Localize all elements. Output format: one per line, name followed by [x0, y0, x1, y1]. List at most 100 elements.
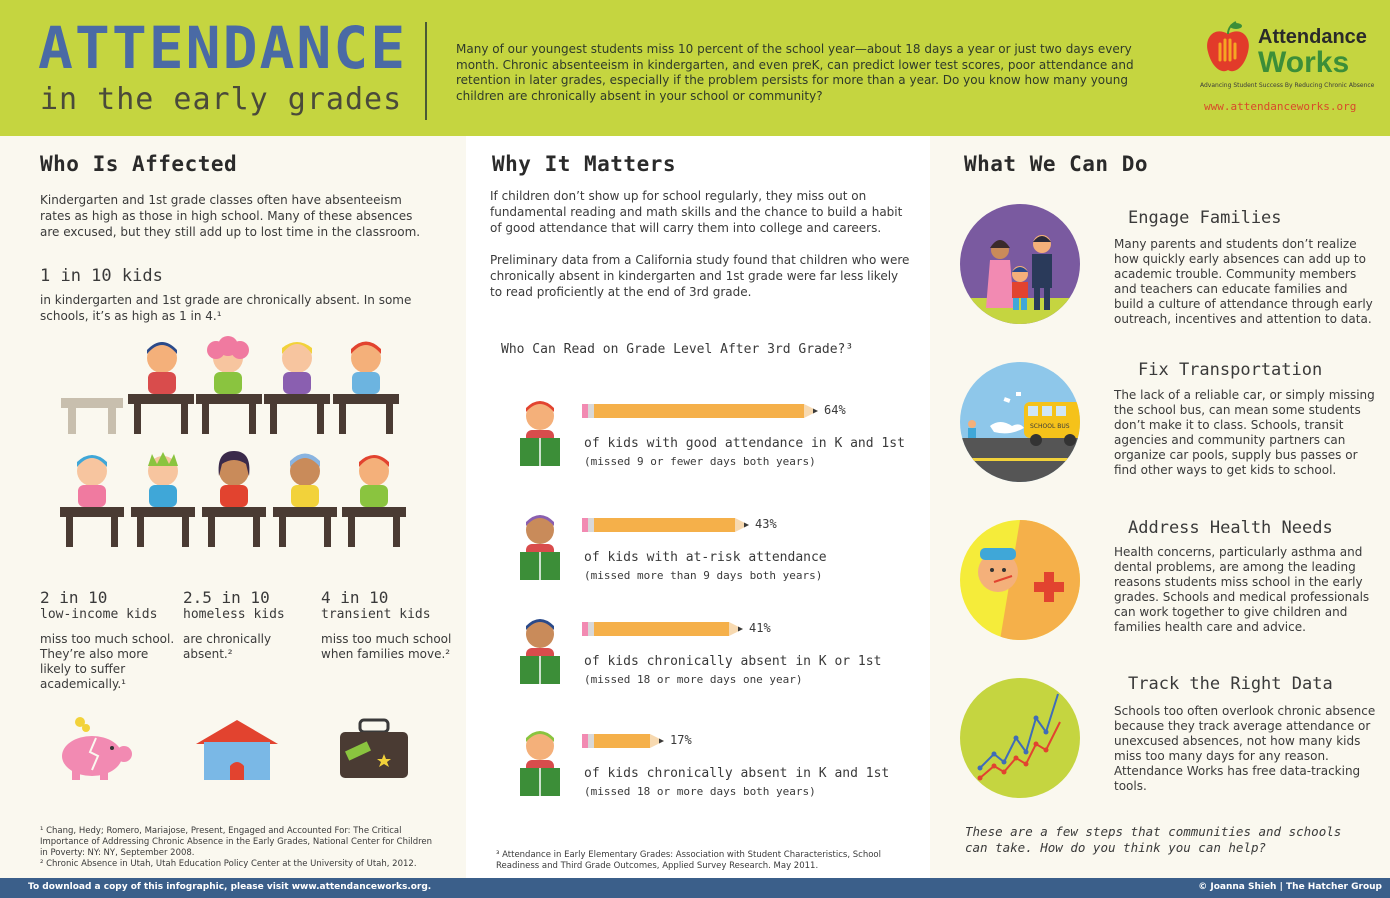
pencil-eraser [582, 518, 588, 532]
bar-category-sublabel: (missed 18 or more days one year) [584, 673, 803, 686]
reading-child-icon [520, 515, 560, 580]
student-icon [273, 453, 337, 547]
footnote-3: ³ Attendance in Early Elementary Grades:… [496, 850, 881, 871]
bus-label: SCHOOL BUS [1030, 423, 1070, 430]
logo-text-attendance: Attendance [1258, 26, 1367, 48]
reading-child-icon [520, 619, 560, 684]
bar-category-label: of kids chronically absent in K and 1st [584, 766, 890, 781]
engage-families-illustration [960, 204, 1080, 324]
stat-label: transient kids [321, 607, 431, 622]
student-icon [333, 341, 399, 434]
footer-download-text[interactable]: To download a copy of this infographic, … [28, 882, 432, 892]
chart-row: 64% of kids with good attendance in K and… [516, 398, 916, 498]
pencil-bar [582, 622, 743, 636]
pencil-eraser [582, 622, 588, 636]
section-heading-actions: What We Can Do [964, 152, 1149, 176]
bar-value-label: 17% [670, 733, 692, 747]
reading-child-icon [520, 401, 560, 466]
action-title: Engage Families [1128, 208, 1282, 228]
bar-category-label: of kids with good attendance in K and 1s… [584, 436, 905, 451]
pencil-bar [582, 404, 818, 418]
empty-desk-icon [61, 398, 123, 434]
stat-label: homeless kids [183, 607, 285, 622]
page-subtitle: in the early grades [40, 82, 403, 117]
action-title: Track the Right Data [1128, 674, 1333, 694]
stat-number: 2.5 in 10 [183, 588, 270, 607]
action-desc: Schools too often overlook chronic absen… [1114, 704, 1376, 793]
apple-hand-icon [1207, 21, 1249, 72]
bar-value-label: 64% [824, 403, 846, 417]
chart-row: 43% of kids with at-risk attendance (misse… [516, 512, 916, 612]
pencil-eraser [582, 404, 588, 418]
student-icon [202, 451, 266, 547]
bar-value-label: 41% [749, 621, 771, 635]
footnote-1: ¹ Chang, Hedy; Romero, Mariajose, Presen… [40, 826, 433, 858]
stat-transient: 4 in 10 transient kids miss too much sch… [321, 588, 456, 662]
stat-label: low-income kids [40, 607, 158, 622]
stat-desc: miss too much school when families move.… [321, 632, 452, 661]
action-title: Fix Transportation [1138, 360, 1323, 380]
stat-homeless: 2.5 in 10 homeless kids are chronically … [183, 588, 318, 662]
action-desc: Many parents and students don’t realize … [1114, 237, 1373, 326]
closing-text: These are a few steps that communities a… [965, 824, 1342, 855]
logo-text-works: Works [1258, 46, 1350, 79]
page-title: ATTENDANCE [38, 14, 408, 82]
matters-paragraph-1: If children don’t show up for school reg… [490, 189, 903, 235]
stat-one-in-ten-desc: in kindergarten and 1st grade are chroni… [40, 293, 412, 323]
stat-one-in-ten: 1 in 10 kids [40, 266, 163, 286]
matters-paragraph-2: Preliminary data from a California study… [490, 253, 910, 299]
affected-intro: Kindergarten and 1st grade classes often… [40, 193, 421, 239]
bar-value [594, 622, 729, 636]
sick-child-icon [978, 520, 1080, 640]
footnote-2: ² Chronic Absence in Utah, Utah Educatio… [40, 859, 417, 869]
who-is-affected-section: Who Is Affected Kindergarten and 1st gra… [0, 136, 466, 878]
suitcase-icon [340, 718, 408, 778]
classroom-kids-illustration [60, 336, 406, 547]
chart-title: Who Can Read on Grade Level After 3rd Gr… [501, 342, 854, 357]
bar-category-sublabel: (missed 9 or fewer days both years) [584, 455, 816, 468]
pencil-bar [582, 734, 664, 748]
stat-number: 2 in 10 [40, 588, 108, 607]
bar-value [594, 734, 650, 748]
reading-child-icon [520, 731, 560, 796]
bar-category-sublabel: (missed 18 or more days both years) [584, 785, 816, 798]
data-illustration [960, 678, 1080, 798]
section-heading-matters: Why It Matters [492, 152, 677, 176]
footer-credit: © Joanna Shieh | The Hatcher Group [1198, 882, 1382, 892]
bar-value [594, 518, 735, 532]
what-we-can-do-section: What We Can Do Engage Families Many pare… [930, 136, 1390, 878]
student-icon [264, 342, 330, 434]
school-bus-icon: SCHOOL BUS [1024, 402, 1080, 446]
student-icon [131, 452, 195, 547]
action-title: Address Health Needs [1128, 518, 1333, 538]
action-desc: Health concerns, particularly asthma and… [1114, 545, 1370, 634]
pencil-bar [582, 518, 749, 532]
header-divider [425, 22, 427, 120]
bar-category-label: of kids chronically absent in K or 1st [584, 654, 882, 669]
pencil-eraser [582, 734, 588, 748]
stat-desc: are chronically absent.² [183, 632, 272, 661]
footnotes-affected: ¹ Chang, Hedy; Romero, Mariajose, Presen… [40, 826, 440, 870]
attendance-works-logo[interactable]: Attendance Works Advancing Student Succe… [1200, 12, 1374, 122]
transportation-illustration: SCHOOL BUS [960, 362, 1080, 482]
bar-value-label: 43% [755, 517, 777, 531]
school-bus-scene: SCHOOL BUS [960, 392, 1080, 482]
section-heading-affected: Who Is Affected [40, 152, 238, 176]
bar-category-label: of kids with at-risk attendance [584, 550, 827, 565]
stat-number: 4 in 10 [321, 588, 389, 607]
action-desc: The lack of a reliable car, or simply mi… [1114, 388, 1375, 477]
student-icon [196, 336, 262, 434]
logo-tagline: Advancing Student Success By Reducing Ch… [1200, 82, 1375, 89]
header-banner: ATTENDANCE in the early grades Many of o… [0, 0, 1390, 136]
student-icon [60, 455, 124, 547]
family-icon [960, 235, 1080, 324]
line-graph-icon [977, 693, 1061, 781]
house-icon [196, 720, 278, 780]
piggy-bank-icon [62, 717, 132, 780]
health-illustration [960, 520, 1080, 640]
logo-url-link[interactable]: www.attendanceworks.org [1204, 100, 1357, 113]
stat-low-income: 2 in 10 low-income kids miss too much sc… [40, 588, 175, 692]
stat-desc: miss too much school. They’re also more … [40, 632, 175, 691]
why-it-matters-section: Why It Matters If children don’t show up… [466, 136, 930, 878]
intro-text: Many of our youngest students miss 10 pe… [456, 42, 1134, 103]
